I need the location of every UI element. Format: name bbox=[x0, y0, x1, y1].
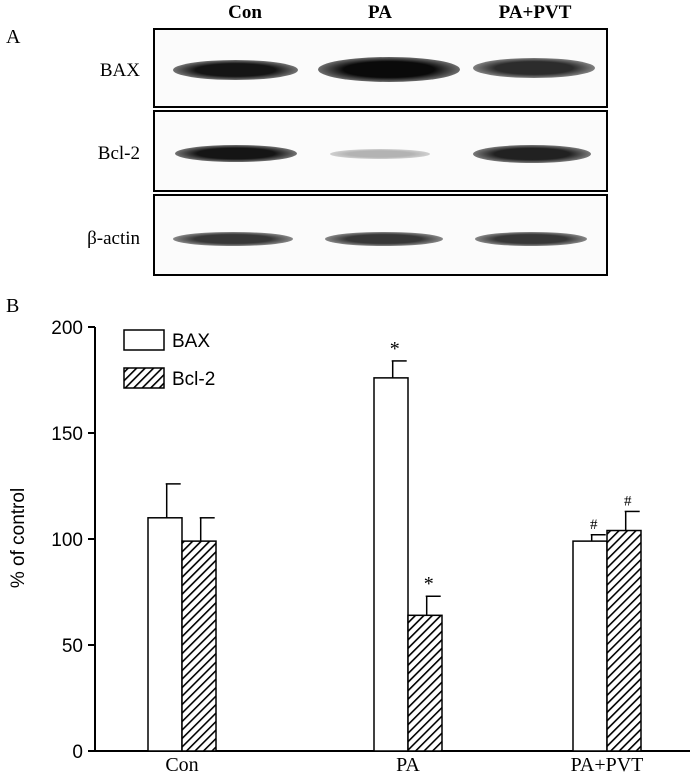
significance-marker: # bbox=[590, 517, 598, 533]
x-tick-label: Con bbox=[165, 754, 198, 775]
chart-bars: * * # # bbox=[147, 338, 642, 752]
legend-swatch bbox=[123, 367, 165, 389]
x-tick-label: PA bbox=[396, 754, 420, 775]
lane-label-pa-pvt: PA+PVT bbox=[498, 2, 572, 23]
bar-bcl-2 bbox=[606, 529, 642, 752]
band-actin-con bbox=[173, 232, 293, 246]
row-label-bcl2: Bcl-2 bbox=[97, 143, 140, 164]
significance-marker: * bbox=[390, 338, 400, 360]
band-actin-pa-pvt bbox=[475, 232, 587, 246]
bar-bcl-2 bbox=[407, 614, 443, 752]
y-tick-label: 50 bbox=[62, 636, 83, 657]
bar-bcl-2 bbox=[181, 540, 217, 752]
significance-marker: # bbox=[624, 493, 632, 509]
blot-bcl2 bbox=[153, 110, 608, 192]
panel-b-label: B bbox=[6, 295, 20, 317]
blot-bax bbox=[153, 28, 608, 108]
bar-chart: 0 50 100 150 200 Con PA PA+PVT * * # # BAX Bcl-2 % … bbox=[8, 318, 690, 775]
band-bcl2-pa bbox=[330, 149, 430, 159]
bar-bax bbox=[373, 377, 409, 752]
x-tick-label: PA+PVT bbox=[571, 754, 644, 775]
significance-marker: * bbox=[424, 573, 434, 595]
legend-swatch bbox=[123, 329, 165, 351]
bar-bax bbox=[147, 517, 183, 752]
band-bax-con bbox=[173, 60, 298, 80]
lane-label-con: Con bbox=[228, 2, 262, 23]
legend-label: BAX bbox=[172, 331, 210, 352]
legend-label: Bcl-2 bbox=[172, 369, 215, 390]
y-tick-label: 0 bbox=[72, 742, 83, 763]
y-tick-label: 150 bbox=[51, 424, 83, 445]
band-actin-pa bbox=[325, 232, 443, 246]
band-bcl2-con bbox=[175, 145, 297, 162]
chart-legend: BAX Bcl-2 bbox=[123, 329, 215, 390]
panel-a-label: A bbox=[6, 26, 21, 48]
row-label-beta-actin: β-actin bbox=[87, 228, 140, 249]
band-bax-pa-pvt bbox=[473, 58, 595, 78]
y-tick-label: 100 bbox=[51, 530, 83, 551]
blot-beta-actin bbox=[153, 194, 608, 276]
bar-bax bbox=[572, 540, 608, 752]
y-axis-label: % of control bbox=[8, 488, 29, 588]
band-bcl2-pa-pvt bbox=[473, 145, 591, 163]
y-tick-label: 200 bbox=[51, 318, 83, 339]
lane-label-pa: PA bbox=[368, 2, 392, 23]
band-bax-pa bbox=[318, 57, 460, 82]
row-label-bax: BAX bbox=[99, 60, 140, 81]
